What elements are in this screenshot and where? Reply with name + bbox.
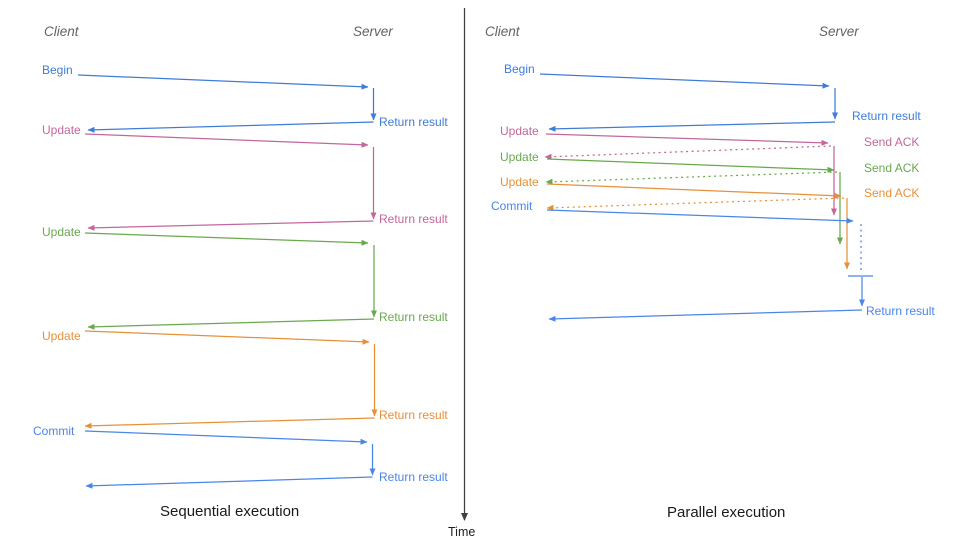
par-begin-return-arrow (548, 121, 836, 132)
seq-begin-return-arrow (87, 121, 374, 133)
par-update3-request-arrow (546, 183, 842, 199)
par-server-header: Server (819, 24, 859, 39)
par-commit-request-arrow (546, 209, 854, 224)
par-update3-ack-arrow (546, 197, 845, 211)
seq-update1-label: Update (42, 123, 81, 137)
par-client-header: Client (485, 24, 520, 39)
par-update2-label: Update (500, 150, 539, 164)
par-title: Parallel execution (667, 504, 786, 521)
seq-update2-request-arrow (84, 232, 369, 246)
par-update1-request-arrow (545, 133, 829, 146)
par-commit-response-label: Return result (866, 304, 935, 318)
seq-update3-request-arrow (84, 330, 370, 345)
par-update3-label: Update (500, 175, 539, 189)
par-update2-ack-arrow (545, 171, 838, 185)
seq-update1-return-arrow (87, 220, 374, 231)
par-update3-ack-label: Send ACK (864, 186, 920, 200)
seq-title: Sequential execution (160, 503, 300, 520)
par-update1-label: Update (500, 124, 539, 138)
seq-update3-response-label: Return result (379, 408, 448, 422)
seq-update3-return-arrow (84, 417, 375, 429)
seq-begin-label: Begin (42, 63, 73, 77)
seq-commit-label: Commit (33, 424, 75, 438)
seq-client-header: Client (44, 24, 79, 39)
seq-update3-label: Update (42, 329, 81, 343)
par-commit-return-arrow (548, 309, 863, 322)
time-axis-label: Time (448, 525, 476, 539)
seq-commit-request-arrow (84, 430, 368, 445)
par-update1-ack-arrow (544, 145, 832, 160)
seq-commit-response-label: Return result (379, 470, 448, 484)
seq-update2-return-arrow (87, 318, 375, 330)
seq-begin-response-label: Return result (379, 115, 448, 129)
par-update2-request-arrow (546, 158, 835, 173)
seq-update1-response-label: Return result (379, 212, 448, 226)
par-update2-ack-label: Send ACK (864, 161, 920, 175)
seq-update2-label: Update (42, 225, 81, 239)
par-commit-label: Commit (491, 199, 533, 213)
par-begin-response-label: Return result (852, 109, 921, 123)
par-begin-label: Begin (504, 62, 535, 76)
par-begin-request-arrow (539, 73, 830, 89)
seq-update2-response-label: Return result (379, 310, 448, 324)
seq-begin-request-arrow (77, 74, 369, 90)
seq-commit-return-arrow (85, 476, 373, 489)
seq-update1-request-arrow (84, 133, 369, 148)
seq-server-header: Server (353, 24, 393, 39)
par-update1-ack-label: Send ACK (864, 135, 920, 149)
